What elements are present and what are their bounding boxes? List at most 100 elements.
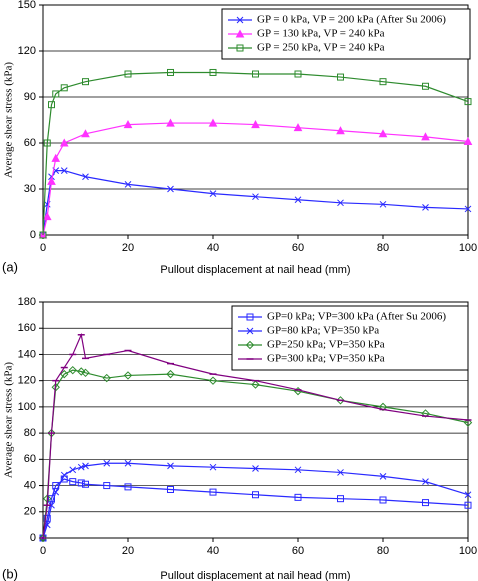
y-tick-label: 0 xyxy=(30,229,36,241)
marker xyxy=(208,376,218,385)
marker xyxy=(81,129,90,138)
x-tick-label: 40 xyxy=(207,242,219,254)
marker xyxy=(209,488,217,496)
x-tick-label: 20 xyxy=(122,545,134,557)
marker xyxy=(464,98,472,106)
x-tick-label: 40 xyxy=(207,545,219,557)
marker xyxy=(48,495,55,503)
marker xyxy=(336,126,345,135)
legend-label: GP=0 kPa; VP=300 kPa (After Su 2006) xyxy=(267,311,446,323)
marker xyxy=(103,482,111,490)
marker xyxy=(421,132,430,141)
marker xyxy=(60,471,68,479)
marker xyxy=(252,465,259,472)
marker xyxy=(166,118,175,127)
marker xyxy=(294,493,302,501)
series-line xyxy=(42,462,469,539)
y-tick-label: 120 xyxy=(18,45,36,57)
series-line xyxy=(42,71,469,236)
marker xyxy=(209,463,217,471)
x-tick-label: 20 xyxy=(122,242,134,254)
y-tick-label: 180 xyxy=(18,296,36,308)
marker xyxy=(463,418,473,427)
marker xyxy=(166,369,175,379)
marker xyxy=(378,402,388,412)
marker xyxy=(48,101,55,109)
legend-label: GP = 0 kPa, VP = 200 kPa (After Su 2006) xyxy=(257,14,446,26)
y-tick-label: 40 xyxy=(24,479,36,491)
y-tick-label: 100 xyxy=(18,401,36,413)
legend-box xyxy=(221,8,471,60)
series-line xyxy=(42,369,469,539)
marker xyxy=(464,491,472,499)
y-axis-title: Average shear stress (kPa) xyxy=(3,362,15,479)
legend-label: GP=250 kPa; VP=350 kPa xyxy=(267,339,385,351)
legend-label: GP = 250 kPa, VP = 240 kPa xyxy=(257,42,385,54)
y-tick-label: 20 xyxy=(24,506,36,518)
marker xyxy=(77,367,86,376)
y-tick-label: 120 xyxy=(18,375,36,387)
marker xyxy=(124,181,132,188)
marker xyxy=(48,173,55,181)
x-tick-label: 0 xyxy=(40,242,46,254)
x-axis-title: Pullout displacement at nail head (mm) xyxy=(160,570,350,581)
marker xyxy=(422,478,429,485)
legend-marker xyxy=(235,29,245,38)
panel-label: (b) xyxy=(2,566,18,581)
marker xyxy=(337,469,344,476)
x-tick-label: 80 xyxy=(377,545,389,557)
marker xyxy=(337,495,344,503)
x-tick-label: 60 xyxy=(292,545,304,557)
marker xyxy=(167,185,174,193)
panel-label: (a) xyxy=(2,259,18,274)
legend-marker xyxy=(245,340,255,350)
marker xyxy=(124,70,132,78)
marker xyxy=(251,380,260,389)
marker xyxy=(102,373,111,383)
marker xyxy=(422,82,429,90)
legend-marker xyxy=(246,313,254,321)
y-tick-label: 30 xyxy=(24,183,36,195)
marker xyxy=(77,463,85,471)
marker xyxy=(167,462,174,470)
x-tick-label: 60 xyxy=(292,242,304,254)
marker xyxy=(38,533,48,543)
marker xyxy=(124,483,132,491)
marker xyxy=(60,167,68,174)
marker xyxy=(252,491,259,499)
marker xyxy=(82,480,89,488)
series-line xyxy=(42,332,469,539)
marker xyxy=(337,199,344,207)
legend-box xyxy=(231,305,469,371)
plot-frame xyxy=(42,4,469,236)
marker xyxy=(463,136,473,145)
y-tick-label: 90 xyxy=(24,91,36,103)
marker xyxy=(421,409,430,418)
marker xyxy=(379,496,387,504)
marker xyxy=(167,485,174,493)
marker xyxy=(379,78,387,86)
marker xyxy=(252,70,259,78)
marker xyxy=(82,78,89,86)
marker xyxy=(379,200,387,208)
marker xyxy=(77,479,85,487)
marker xyxy=(293,123,303,132)
marker xyxy=(43,514,51,522)
marker xyxy=(81,368,90,378)
marker xyxy=(422,204,429,211)
x-tick-label: 100 xyxy=(459,545,477,557)
x-tick-label: 0 xyxy=(40,545,46,557)
x-axis-title: Pullout displacement at nail head (mm) xyxy=(160,264,350,276)
marker xyxy=(47,176,56,185)
marker xyxy=(379,473,387,480)
marker xyxy=(337,73,344,81)
marker xyxy=(123,120,133,129)
marker xyxy=(82,173,89,181)
marker xyxy=(52,90,60,98)
y-tick-label: 80 xyxy=(24,427,36,439)
marker xyxy=(39,231,47,239)
legend-marker xyxy=(236,44,244,52)
marker xyxy=(51,153,61,162)
x-tick-label: 100 xyxy=(459,242,477,254)
